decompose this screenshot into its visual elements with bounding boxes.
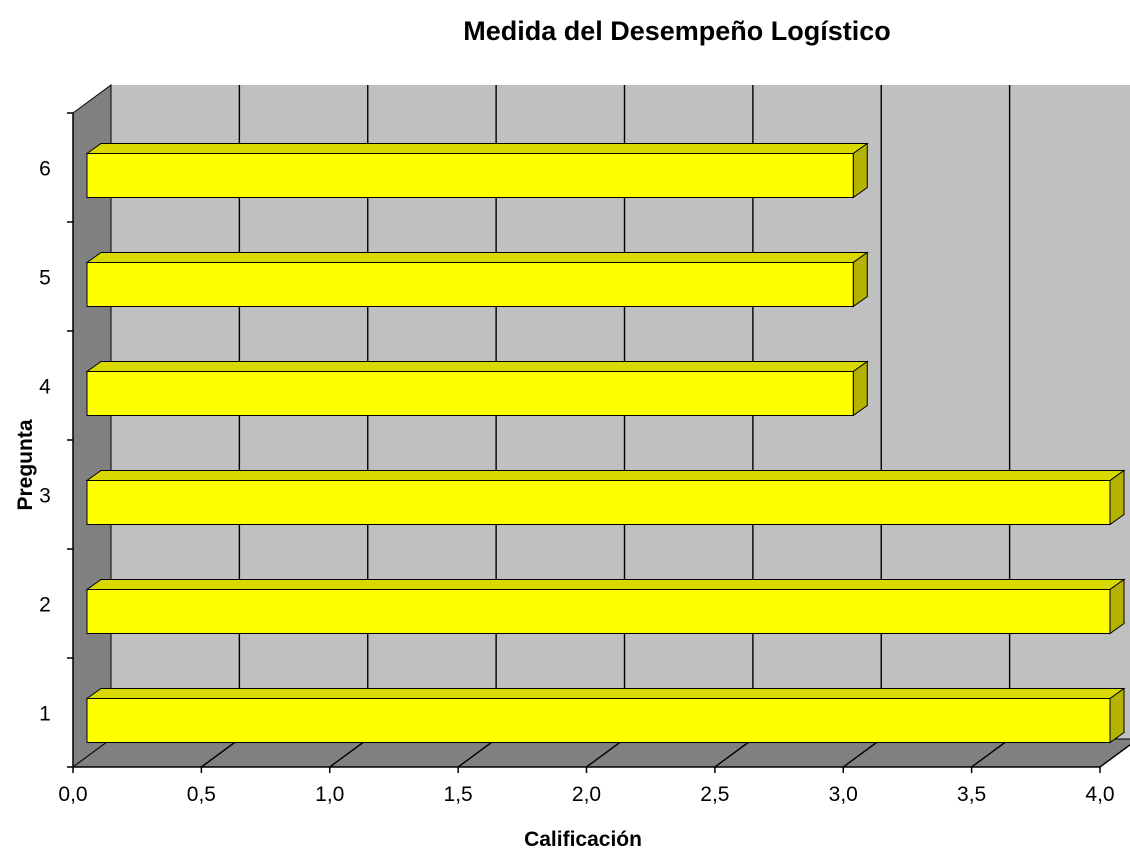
bar bbox=[86, 698, 1111, 743]
bar-top bbox=[85, 579, 1126, 590]
axes bbox=[67, 112, 1101, 773]
chart-title: Medida del Desempeño Logístico bbox=[463, 16, 891, 46]
bar-top bbox=[85, 361, 869, 372]
bar-side bbox=[1109, 687, 1125, 744]
gridline-floor bbox=[457, 738, 497, 768]
y-tick-label: 6 bbox=[39, 158, 51, 181]
bar-side bbox=[1109, 578, 1125, 635]
x-tick-label: 3,5 bbox=[957, 783, 986, 806]
bar-top bbox=[85, 470, 1126, 481]
x-tick-label: 3,0 bbox=[829, 783, 858, 806]
bars bbox=[85, 142, 1126, 744]
gridline-floor bbox=[971, 738, 1011, 768]
x-tick-label: 0,0 bbox=[58, 783, 87, 806]
y-tick-label: 5 bbox=[39, 267, 51, 290]
y-tick-label: 1 bbox=[39, 703, 51, 726]
bar bbox=[86, 262, 854, 307]
bar bbox=[86, 371, 854, 416]
bar-top bbox=[85, 252, 869, 263]
bar-side bbox=[852, 251, 868, 308]
x-tick-label: 4,0 bbox=[1085, 783, 1114, 806]
floor bbox=[71, 738, 1130, 768]
y-tick-labels: 1 2 3 4 5 6 bbox=[39, 158, 51, 726]
bar bbox=[86, 480, 1111, 525]
bar-top bbox=[85, 143, 869, 154]
gridline-floor bbox=[1099, 744, 1130, 768]
gridline-floor bbox=[586, 738, 625, 768]
y-tick-label: 2 bbox=[39, 594, 51, 617]
gridline-floor bbox=[714, 738, 754, 768]
bar-side bbox=[852, 142, 868, 199]
bar bbox=[86, 153, 854, 198]
x-axis-title: Calificación bbox=[524, 828, 642, 850]
gridline-floor bbox=[200, 738, 240, 768]
y-tick-label: 4 bbox=[39, 376, 51, 399]
y-axis-title: Pregunta bbox=[14, 419, 37, 510]
x-tick-label: 1,0 bbox=[315, 783, 344, 806]
x-tick-label: 2,5 bbox=[700, 783, 729, 806]
gridline-floor bbox=[842, 738, 882, 768]
bar-side bbox=[1109, 469, 1125, 526]
x-tick-label: 1,5 bbox=[444, 783, 473, 806]
bar-top bbox=[85, 688, 1126, 699]
x-tick-labels: 0,0 0,5 1,0 1,5 2,0 2,5 3,0 3,5 4,0 bbox=[58, 783, 1114, 806]
x-tick-label: 0,5 bbox=[187, 783, 216, 806]
bar-side bbox=[852, 360, 868, 417]
gridline-floor bbox=[329, 738, 369, 768]
x-tick-label: 2,0 bbox=[572, 783, 601, 806]
y-tick-label: 3 bbox=[39, 485, 51, 508]
bar bbox=[86, 589, 1111, 634]
